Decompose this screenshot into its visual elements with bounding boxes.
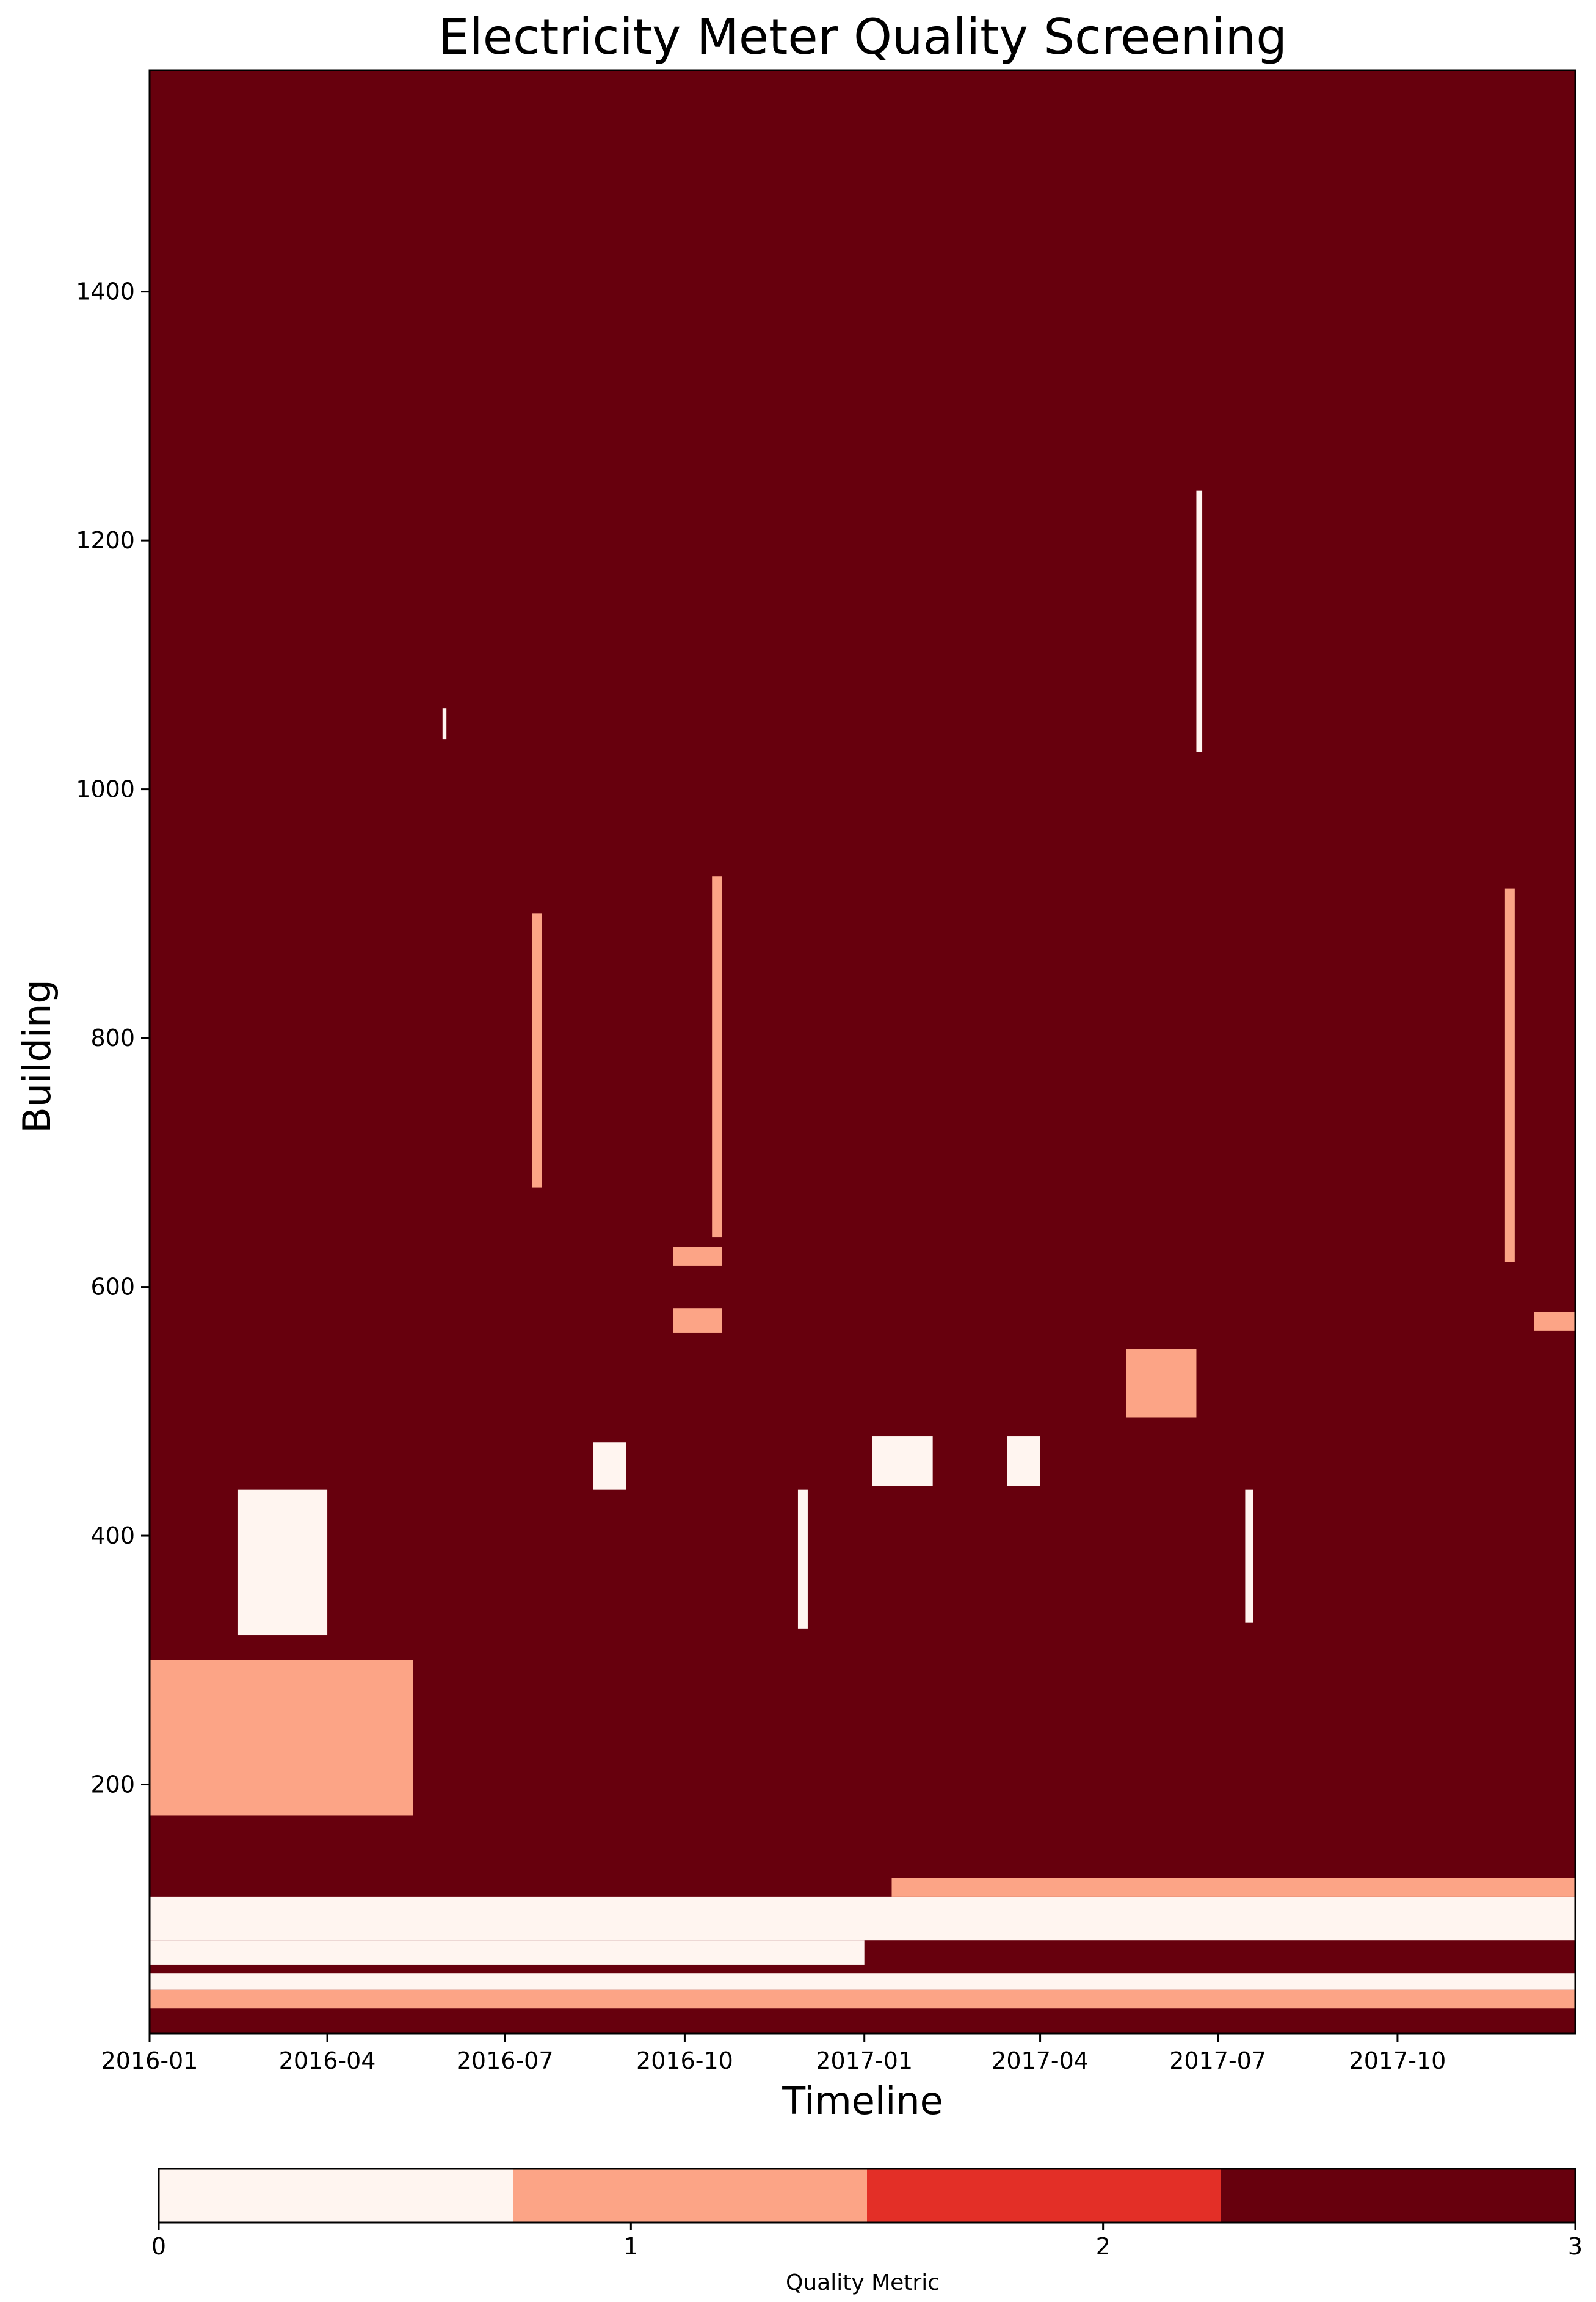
y-tick-label: 400 (90, 1522, 135, 1549)
colorbar-tick-label: 1 (623, 2233, 638, 2260)
heatmap-region-18 (532, 913, 542, 1188)
colorbar-tick-label: 3 (1568, 2233, 1583, 2260)
heatmap-region-2 (1126, 1349, 1197, 1418)
x-tick-label: 2017-07 (1169, 2047, 1266, 2074)
heatmap-region-3 (673, 1308, 722, 1333)
x-tick-label: 2016-04 (279, 2047, 376, 2074)
heatmap-region-4 (673, 1247, 722, 1266)
colorbar-swatch (867, 2169, 1222, 2223)
x-tick-label: 2016-07 (457, 2047, 554, 2074)
colorbar-swatch (159, 2169, 513, 2223)
plot-frame (148, 69, 1576, 2035)
y-tick-label: 800 (90, 1025, 135, 1051)
colorbar-swatch (513, 2169, 868, 2223)
heatmap-region-12 (1245, 1489, 1253, 1623)
heatmap-region-15 (1007, 1436, 1040, 1486)
heatmap-region-16 (442, 708, 447, 740)
y-tick-label: 1400 (76, 278, 135, 305)
heatmap-plot-area (148, 69, 1576, 2035)
heatmap-region-14 (872, 1436, 933, 1486)
heatmap-region-0 (150, 1660, 413, 1816)
x-axis: 2016-01 2016-04 2016-07 2016-10 2017-01 2017-… (101, 2033, 1446, 2074)
colorbar-tick-label: 2 (1096, 2233, 1111, 2260)
heatmap-region-6 (150, 1940, 865, 1965)
chart-title: Electricity Meter Quality Screening (438, 9, 1287, 65)
heatmap-region-11 (797, 1489, 808, 1629)
y-tick-label: 1000 (76, 776, 135, 803)
x-tick-label: 2016-01 (101, 2047, 198, 2074)
colorbar-tick-label: 0 (151, 2233, 166, 2260)
colorbar-swatch (1221, 2169, 1576, 2223)
colorbar: 0 1 2 3 (151, 2168, 1583, 2260)
heatmap-region-8 (891, 1878, 1575, 1897)
colorbar-label: Quality Metric (786, 2270, 940, 2295)
x-tick-label: 2017-04 (992, 2047, 1089, 2074)
heatmap-region-1 (237, 1489, 328, 1636)
colorbar-frame (158, 2168, 1576, 2224)
heatmap-region-10 (150, 1973, 1575, 1990)
heatmap-region-19 (712, 876, 722, 1238)
x-axis-label: Timeline (782, 2079, 943, 2123)
y-tick-label: 200 (90, 1771, 135, 1798)
heatmap-region-9 (150, 1989, 1575, 2009)
x-tick-label: 2017-10 (1349, 2047, 1446, 2074)
heatmap-region-7 (150, 1896, 1575, 1941)
y-axis-label: Building (15, 979, 59, 1133)
x-tick-label: 2017-01 (816, 2047, 913, 2074)
y-tick-label: 1200 (76, 527, 135, 554)
heatmap-region-13 (593, 1442, 626, 1490)
y-tick-label: 600 (90, 1274, 135, 1301)
heatmap-region-17 (1196, 490, 1203, 752)
heatmap-region-20 (1504, 888, 1515, 1262)
x-tick-label: 2016-10 (636, 2047, 733, 2074)
y-axis: 200 400 600 800 1000 1200 1400 (76, 278, 150, 1798)
heatmap-region-5 (1534, 1312, 1575, 1331)
